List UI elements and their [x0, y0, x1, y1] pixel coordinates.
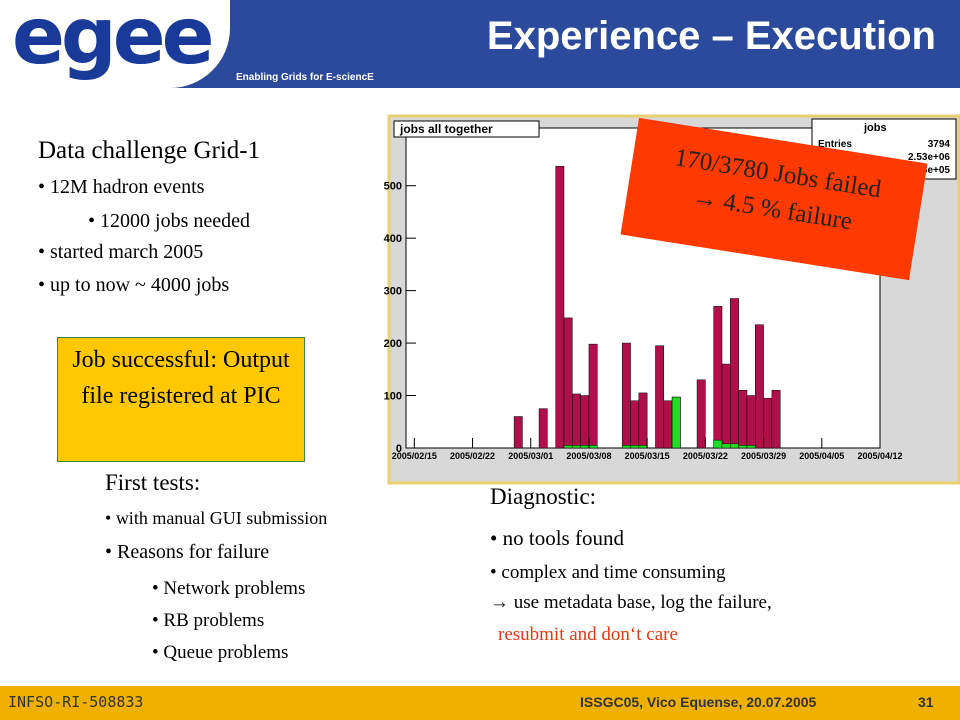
bar — [730, 443, 739, 449]
bar — [696, 379, 706, 449]
y-tick-label: 300 — [384, 286, 402, 298]
bar — [555, 166, 565, 449]
footer-center: ISSGC05, Vico Equense, 20.07.2005 — [580, 694, 817, 710]
bar — [713, 306, 723, 449]
bar — [738, 445, 748, 449]
bullet: Network problems — [152, 578, 305, 600]
bar — [755, 324, 764, 449]
bar — [771, 390, 781, 449]
bar — [638, 445, 648, 449]
bar — [738, 390, 748, 449]
title-box — [393, 120, 540, 138]
stats-value: 9.238e+05 — [902, 165, 950, 176]
bullet: Queue problems — [152, 642, 288, 664]
bar — [572, 445, 581, 449]
bar — [588, 445, 598, 449]
bar — [671, 396, 681, 449]
success-box: Job successful: Output file registered a… — [57, 337, 305, 462]
footer-band — [0, 686, 960, 720]
y-tick-label: 0 — [396, 443, 402, 455]
x-tick-label: 2005/02/15 — [392, 451, 437, 461]
x-tick-label: 2005/04/05 — [799, 451, 844, 461]
bar — [580, 445, 590, 449]
bullet: Reasons for failure — [105, 541, 269, 564]
x-tick-label: 2005/03/29 — [741, 451, 786, 461]
bullet: RB problems — [152, 610, 264, 632]
x-tick-label: 2005/03/22 — [683, 451, 728, 461]
bar — [563, 317, 573, 449]
bar — [621, 342, 631, 449]
bullet: 12M hadron events — [38, 176, 204, 199]
x-tick-label: 2005/04/12 — [857, 451, 902, 461]
bar — [746, 395, 756, 449]
bar — [572, 393, 581, 449]
bar — [730, 298, 739, 449]
bar — [588, 343, 598, 449]
bar — [655, 345, 665, 449]
y-tick-label: 500 — [384, 181, 402, 193]
bullet: complex and time consuming — [490, 562, 725, 584]
bar — [746, 445, 756, 449]
logo-bg — [0, 0, 230, 88]
bullet: up to now ~ 4000 jobs — [38, 274, 229, 297]
y-tick-label: 100 — [384, 391, 402, 403]
stats-title: jobs — [863, 122, 887, 134]
bullet: 12000 jobs needed — [88, 210, 250, 233]
y-tick-label: 200 — [384, 338, 402, 350]
line: → use metadata base, log the failure, — [490, 592, 772, 613]
bar — [663, 400, 673, 449]
x-tick-label: 2005/02/22 — [450, 451, 495, 461]
bar — [563, 445, 573, 449]
x-tick-label: 2005/03/01 — [508, 451, 553, 461]
heading: Data challenge Grid-1 — [38, 137, 261, 164]
bar — [721, 443, 731, 449]
bar — [621, 445, 631, 449]
x-tick-label: 2005/03/15 — [625, 451, 670, 461]
stats-value: 3794 — [928, 139, 951, 150]
bar — [580, 395, 590, 449]
bar — [630, 445, 640, 449]
slide-title: Experience – Execution — [486, 14, 936, 58]
x-tick-label: 2005/03/08 — [566, 451, 611, 461]
stats-value: 2.53e+06 — [908, 152, 950, 163]
heading: First tests: — [105, 470, 201, 495]
bullet: with manual GUI submission — [105, 508, 328, 529]
page-number: 31 — [918, 694, 934, 710]
bar — [763, 397, 773, 449]
bullet: started march 2005 — [38, 241, 203, 264]
y-tick-label: 400 — [384, 233, 402, 245]
bar — [538, 408, 548, 449]
chart-title: jobs all together — [399, 122, 493, 136]
bar — [630, 400, 640, 449]
bar — [513, 416, 523, 449]
bar — [721, 363, 731, 449]
tagline: Enabling Grids for E-sciencE — [236, 72, 374, 83]
line: resubmit and don‘t care — [498, 624, 678, 645]
bullet: no tools found — [490, 526, 624, 551]
footer-left: INFSO-RI-508833 — [8, 693, 144, 711]
heading: Diagnostic: — [490, 484, 597, 509]
bar — [638, 392, 648, 449]
stats-key: Entries — [818, 139, 852, 150]
logo: egee — [12, 0, 215, 82]
bar — [713, 439, 723, 449]
